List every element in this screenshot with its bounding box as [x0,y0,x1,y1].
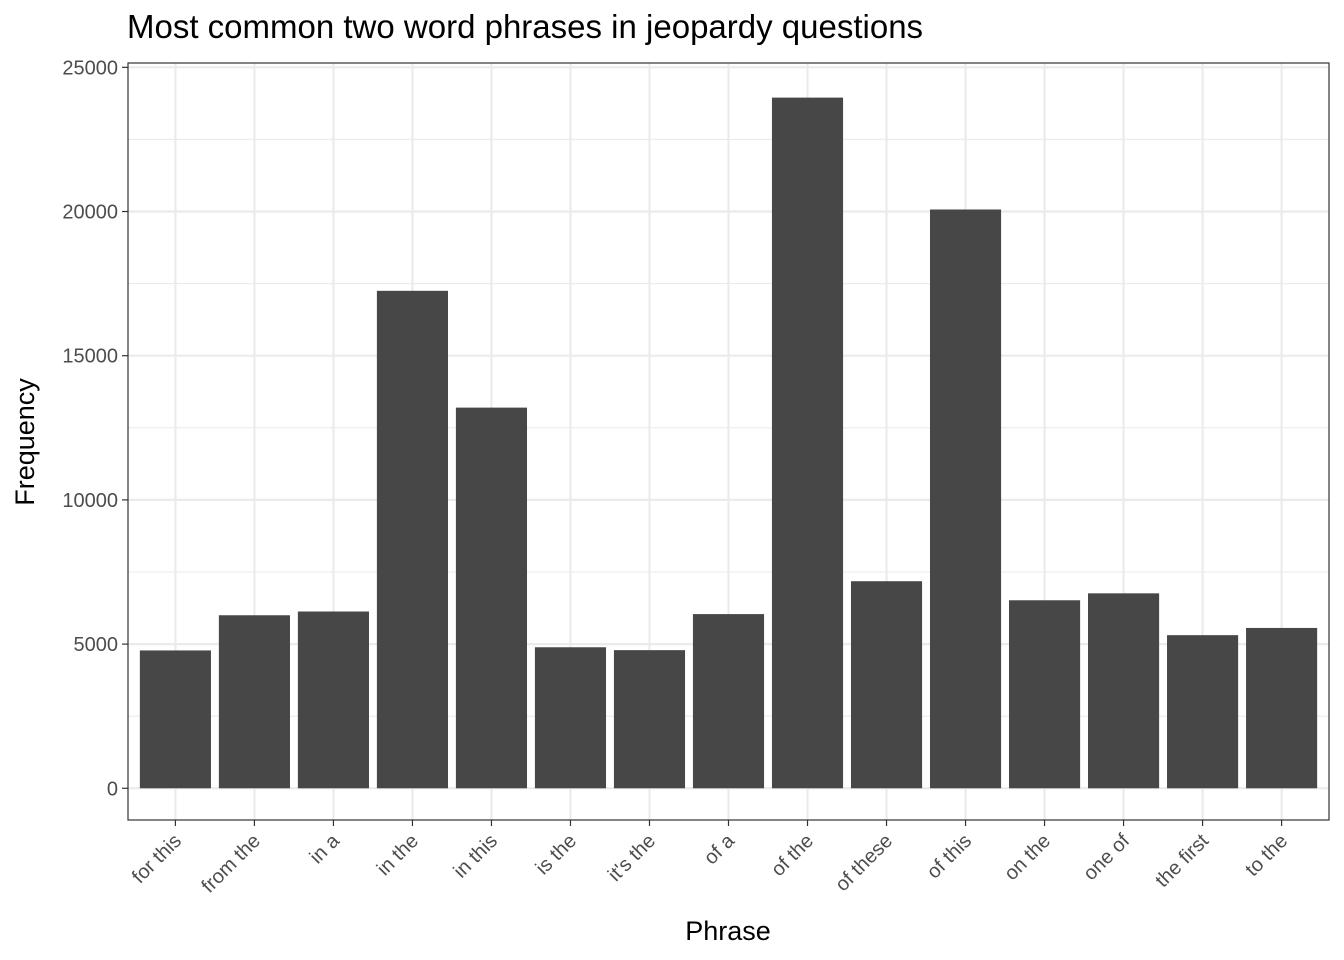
bar [376,290,449,789]
bar [771,97,844,789]
x-axis: for this from the in a in the in this is the i… [128,820,1292,897]
x-tick-label: the first [1151,830,1213,892]
x-tick-label: to the [1241,830,1292,881]
x-tick-label: of the [767,830,818,881]
x-tick-label: in a [306,829,345,868]
bar [139,650,211,789]
bar [1246,627,1318,789]
y-tick-label: 5000 [74,634,119,656]
bar [218,615,290,789]
x-tick-label: of a [700,829,740,869]
y-tick-label: 0 [107,778,118,800]
bar [613,650,686,789]
bar [692,614,765,789]
bar [1167,635,1239,789]
x-axis-title: Phrase [685,916,771,946]
bar [850,581,923,789]
x-tick-label: of these [831,830,897,896]
bar [1008,600,1081,789]
chart-title: Most common two word phrases in jeopardy… [127,8,923,45]
y-tick-label: 15000 [62,346,118,368]
x-tick-label: one of [1079,830,1134,885]
y-tick-label: 20000 [62,202,118,224]
y-tick-label: 25000 [62,57,118,79]
y-tick-label: 10000 [62,490,118,512]
x-tick-label: is the [532,830,581,879]
x-tick-label: it's the [604,830,660,886]
bar [534,647,607,789]
bars [139,97,1318,789]
x-tick-label: in this [449,830,502,883]
x-tick-label: of this [923,830,976,883]
bar [455,407,528,789]
bar [1088,593,1160,789]
x-tick-label: from the [198,830,265,897]
y-axis: 0 5000 10000 15000 20000 25000 [62,57,128,800]
x-tick-label: in the [373,830,423,880]
y-axis-title: Frequency [10,378,40,506]
x-tick-label: on the [1000,830,1055,885]
bar [929,209,1002,789]
x-tick-label: for this [128,830,186,888]
bar [297,611,369,789]
